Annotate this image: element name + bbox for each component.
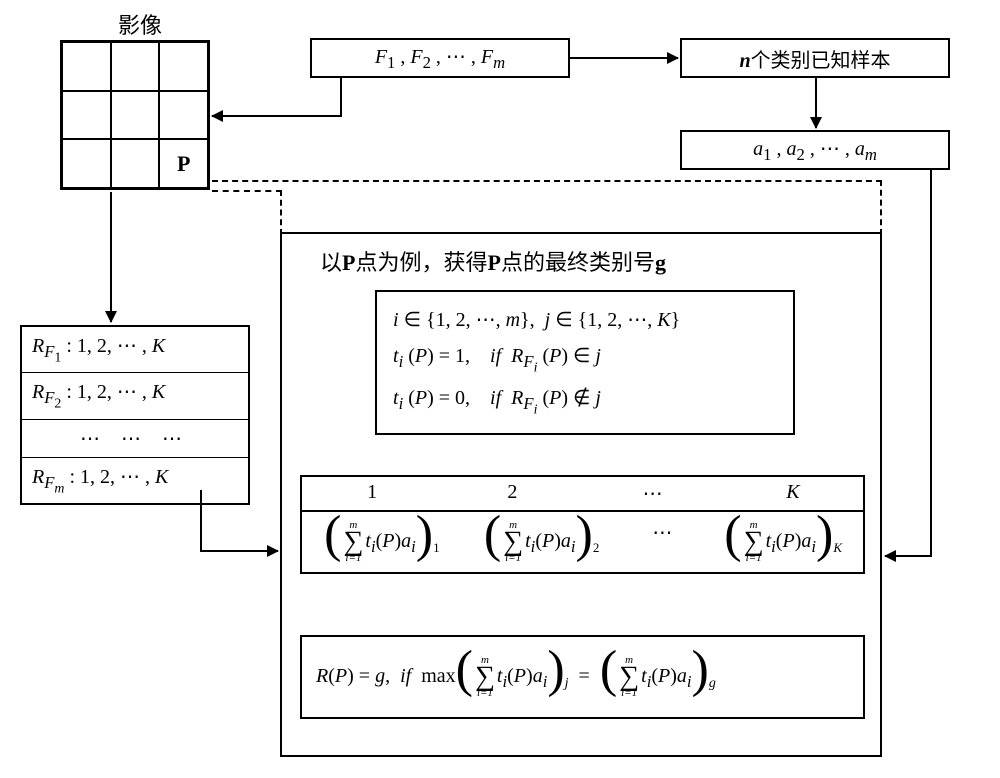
arrow-rlist-to-main	[200, 550, 278, 552]
grid-cell	[111, 91, 160, 140]
grid-cell	[62, 42, 111, 91]
r-list: RF1 : 1, 2, ⋯ , K RF2 : 1, 2, ⋯ , K ⋯ ⋯ …	[20, 325, 250, 505]
features-text: F1 , F2 , ⋯ , Fm	[375, 44, 505, 73]
arrow-features-to-samples	[570, 57, 678, 59]
dash-left	[280, 190, 282, 235]
connector-features-down	[340, 78, 342, 117]
grid-cell	[111, 139, 160, 188]
r-list-row: RF1 : 1, 2, ⋯ , K	[22, 327, 248, 373]
grid-cell	[62, 91, 111, 140]
dash-right	[880, 180, 882, 235]
grid-cell-p: P	[159, 139, 208, 188]
dash-top	[212, 180, 882, 182]
grid-cell	[159, 42, 208, 91]
final-formula: R(P) = g, if max(m∑i=1ti(P)ai)j = (m∑i=1…	[316, 665, 716, 687]
image-title-label: 影像	[118, 8, 162, 40]
cond-line3: ti (P) = 0, if RFi (P) ∉ j	[393, 380, 777, 422]
arrow-samples-to-weights	[815, 78, 817, 128]
image-grid: P	[60, 40, 210, 190]
r-list-row: ⋯ ⋯ ⋯	[22, 420, 248, 458]
sum-table-header: ⋯	[583, 477, 723, 512]
grid-cell	[111, 42, 160, 91]
samples-text: n个类别已知样本	[739, 44, 890, 73]
grid-cell	[159, 91, 208, 140]
cond-line2: ti (P) = 1, if RFi (P) ∈ j	[393, 338, 777, 380]
arrow-grid-to-rlist	[110, 192, 112, 322]
sum-table: 1 2 ⋯ K (m∑i=1ti(P)ai)1 (m∑i=1ti(P)ai)2 …	[300, 475, 865, 574]
final-result-box: R(P) = g, if max(m∑i=1ti(P)ai)j = (m∑i=1…	[300, 635, 865, 719]
r-list-row: RF2 : 1, 2, ⋯ , K	[22, 373, 248, 419]
weights-box: a1 , a2 , ⋯ , am	[680, 130, 950, 170]
condition-box: i ∈ {1, 2, ⋯, m}, j ∈ {1, 2, ⋯, K} ti (P…	[375, 290, 795, 435]
r-list-row: RFm : 1, 2, ⋯ , K	[22, 458, 248, 503]
cond-line1: i ∈ {1, 2, ⋯, m}, j ∈ {1, 2, ⋯, K}	[393, 302, 777, 338]
arrow-weights-to-sumtable	[885, 555, 932, 557]
connector-rlist-down	[200, 490, 202, 550]
dash-left-h	[212, 190, 282, 192]
sum-table-cell: (m∑i=1ti(P)ai)K	[703, 512, 863, 572]
weights-text: a1 , a2 , ⋯ , am	[753, 136, 877, 165]
connector-features-left	[310, 115, 342, 117]
features-box: F1 , F2 , ⋯ , Fm	[310, 38, 570, 78]
sum-table-cell: ⋯	[621, 512, 703, 572]
grid-cell	[62, 139, 111, 188]
sum-table-value-row: (m∑i=1ti(P)ai)1 (m∑i=1ti(P)ai)2 ⋯ (m∑i=1…	[302, 512, 863, 572]
sum-table-cell: (m∑i=1ti(P)ai)2	[462, 512, 622, 572]
main-title: 以P点为例，获得P点的最终类别号g	[320, 245, 666, 277]
sum-table-header: K	[723, 477, 863, 512]
connector-weights-down	[930, 170, 932, 555]
samples-box: n个类别已知样本	[680, 38, 950, 78]
sum-table-header: 2	[442, 477, 582, 512]
sum-table-cell: (m∑i=1ti(P)ai)1	[302, 512, 462, 572]
arrow-features-to-grid	[212, 115, 310, 117]
